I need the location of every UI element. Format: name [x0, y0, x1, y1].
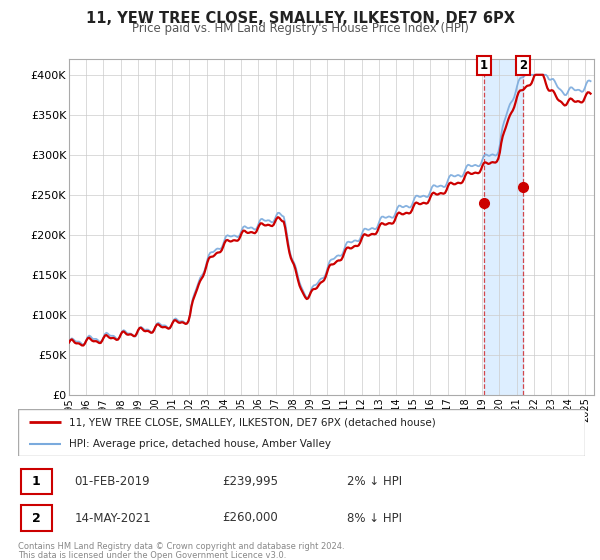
Text: 2: 2 [32, 511, 41, 525]
Text: 11, YEW TREE CLOSE, SMALLEY, ILKESTON, DE7 6PX (detached house): 11, YEW TREE CLOSE, SMALLEY, ILKESTON, D… [69, 417, 436, 427]
Text: Price paid vs. HM Land Registry's House Price Index (HPI): Price paid vs. HM Land Registry's House … [131, 22, 469, 35]
Bar [21, 469, 52, 494]
Bar [484, 59, 523, 395]
Bar [21, 506, 52, 530]
Text: 14-MAY-2021: 14-MAY-2021 [75, 511, 151, 525]
Text: £239,995: £239,995 [222, 475, 278, 488]
Text: 1: 1 [32, 475, 41, 488]
Text: 2: 2 [519, 59, 527, 72]
Text: HPI: Average price, detached house, Amber Valley: HPI: Average price, detached house, Ambe… [69, 439, 331, 449]
Text: £260,000: £260,000 [222, 511, 278, 525]
Text: This data is licensed under the Open Government Licence v3.0.: This data is licensed under the Open Gov… [18, 551, 286, 560]
Text: Contains HM Land Registry data © Crown copyright and database right 2024.: Contains HM Land Registry data © Crown c… [18, 542, 344, 551]
Text: 1: 1 [479, 59, 488, 72]
Text: 2% ↓ HPI: 2% ↓ HPI [347, 475, 402, 488]
Text: 8% ↓ HPI: 8% ↓ HPI [347, 511, 402, 525]
Text: 01-FEB-2019: 01-FEB-2019 [75, 475, 151, 488]
Text: 11, YEW TREE CLOSE, SMALLEY, ILKESTON, DE7 6PX: 11, YEW TREE CLOSE, SMALLEY, ILKESTON, D… [86, 11, 515, 26]
